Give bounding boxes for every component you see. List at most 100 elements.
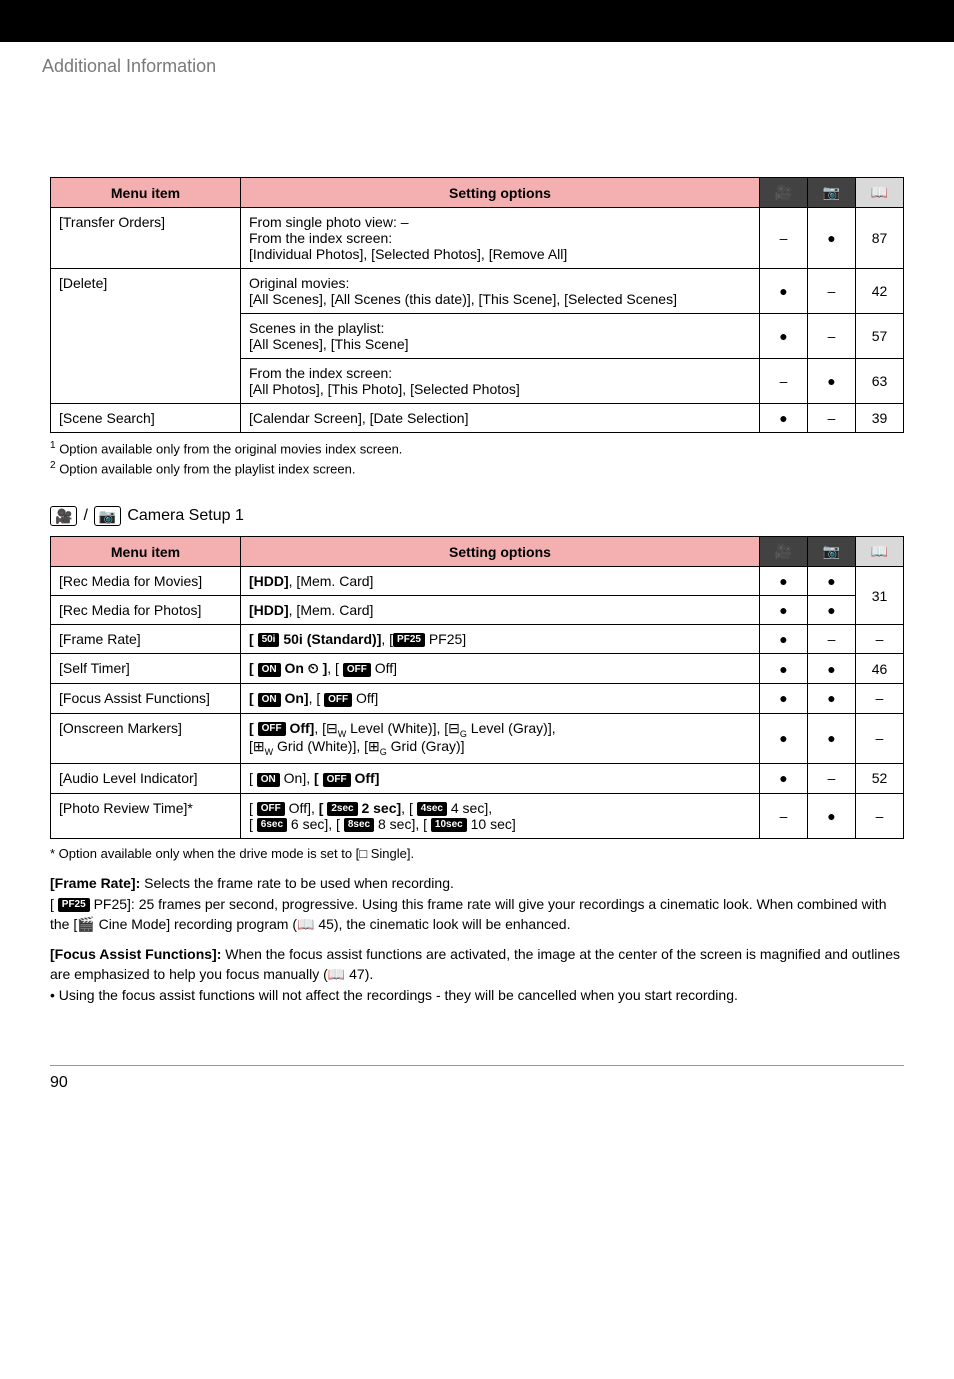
menu-cell: [Focus Assist Functions] bbox=[51, 684, 241, 713]
photo-cell: ● bbox=[808, 713, 856, 764]
menu-cell: [Delete] bbox=[51, 269, 241, 404]
text: On bbox=[281, 660, 308, 676]
badge-10sec: 10sec bbox=[431, 818, 467, 832]
badge-on: ON bbox=[257, 773, 280, 787]
table-row: [Photo Review Time]* [ OFF Off], [ 2sec … bbox=[51, 793, 904, 839]
badge-pf25: PF25 bbox=[393, 633, 425, 647]
page-cell: – bbox=[856, 713, 904, 764]
text: PF25] bbox=[425, 631, 466, 647]
photo-cell: ● bbox=[808, 208, 856, 269]
th-photo-icon: 📷 bbox=[808, 178, 856, 208]
menu-cell: [Frame Rate] bbox=[51, 625, 241, 654]
setting-cell: [ ON On], [ OFF Off] bbox=[241, 684, 760, 713]
setting-cell: [ OFF Off], [ 2sec 2 sec], [ 4sec 4 sec]… bbox=[241, 793, 760, 839]
setting-cell: Original movies: [All Scenes], [All Scen… bbox=[241, 269, 760, 314]
slash: / bbox=[83, 507, 87, 525]
menu-cell: [Scene Search] bbox=[51, 404, 241, 433]
text: Off] bbox=[286, 720, 315, 736]
setting-cell: From single photo view: – From the index… bbox=[241, 208, 760, 269]
badge-6sec: 6sec bbox=[257, 818, 287, 832]
page-number: 90 bbox=[50, 1065, 904, 1092]
text: 8 sec] bbox=[374, 816, 415, 832]
badge-off: OFF bbox=[323, 773, 351, 787]
table-row: [Frame Rate] [ 50i 50i (Standard)], [PF2… bbox=[51, 625, 904, 654]
th-menu: Menu item bbox=[51, 537, 241, 567]
movie-cell: ● bbox=[760, 764, 808, 793]
text: Grid (White)] bbox=[273, 738, 356, 754]
setting-cell: [HDD], [Mem. Card] bbox=[241, 596, 760, 625]
setting-cell: From the index screen: [All Photos], [Th… bbox=[241, 359, 760, 404]
th-page-icon: 📖 bbox=[856, 537, 904, 567]
badge-pf25: PF25 bbox=[58, 898, 90, 912]
menu-cell: [Photo Review Time]* bbox=[51, 793, 241, 839]
menu-cell: [Transfer Orders] bbox=[51, 208, 241, 269]
photo-cell: – bbox=[808, 404, 856, 433]
text: 50i (Standard)] bbox=[279, 631, 381, 647]
th-movie-icon: 🎥 bbox=[760, 178, 808, 208]
text: 6 sec] bbox=[287, 816, 328, 832]
setting-line: Original movies: bbox=[249, 275, 349, 291]
movie-cell: – bbox=[760, 208, 808, 269]
text: Level (White)] bbox=[346, 720, 436, 736]
page-footer: 90 bbox=[50, 1065, 904, 1092]
text: 10 sec] bbox=[467, 816, 516, 832]
para-text: Selects the frame rate to be used when r… bbox=[140, 875, 454, 891]
badge-off: OFF bbox=[343, 663, 371, 677]
text: , [Mem. Card] bbox=[289, 573, 374, 589]
camera-setup-heading: 🎥 / 📷 Camera Setup 1 bbox=[50, 506, 904, 526]
th-photo-icon: 📷 bbox=[808, 537, 856, 567]
footnote-1: 1 Option available only from the origina… bbox=[50, 439, 904, 478]
movie-cell: – bbox=[760, 359, 808, 404]
page-cell: 57 bbox=[856, 314, 904, 359]
badge-2sec: 2sec bbox=[327, 802, 357, 816]
setting-line: [All Scenes], [All Scenes (this date)], … bbox=[249, 291, 677, 307]
text: , [Mem. Card] bbox=[289, 602, 374, 618]
page-cell: 52 bbox=[856, 764, 904, 793]
photo-cell: – bbox=[808, 764, 856, 793]
footnote-text: Option available only from the playlist … bbox=[59, 461, 355, 476]
footnote-text: Option available only from the original … bbox=[59, 441, 402, 456]
badge-8sec: 8sec bbox=[344, 818, 374, 832]
page-cell: – bbox=[856, 684, 904, 713]
setting-cell: [ ON On ⏲ ], [ OFF Off] bbox=[241, 654, 760, 684]
page-cell: 42 bbox=[856, 269, 904, 314]
table-row: [Focus Assist Functions] [ ON On], [ OFF… bbox=[51, 684, 904, 713]
text: 2 sec] bbox=[358, 800, 402, 816]
page-cell: 31 bbox=[856, 567, 904, 625]
table-row: [Scene Search] [Calendar Screen], [Date … bbox=[51, 404, 904, 433]
setting-line: From the index screen: bbox=[249, 365, 392, 381]
menu-cell: [Audio Level Indicator] bbox=[51, 764, 241, 793]
setting-line: Scenes in the playlist: bbox=[249, 320, 384, 336]
text: Off] bbox=[371, 660, 397, 676]
table-row: [Delete] Original movies: [All Scenes], … bbox=[51, 269, 904, 314]
setting-cell: [ OFF Off], [⊟W Level (White)], [⊟G Leve… bbox=[241, 713, 760, 764]
cine-icon: 🎬 bbox=[77, 916, 94, 932]
th-setting: Setting options bbox=[241, 537, 760, 567]
page-cell: 87 bbox=[856, 208, 904, 269]
th-setting: Setting options bbox=[241, 178, 760, 208]
table-row: [Transfer Orders] From single photo view… bbox=[51, 208, 904, 269]
movie-cell: ● bbox=[760, 654, 808, 684]
setting-line: [All Scenes], [This Scene] bbox=[249, 336, 409, 352]
movie-mode-icon: 🎥 bbox=[50, 506, 77, 526]
movie-cell: ● bbox=[760, 567, 808, 596]
photo-cell: ● bbox=[808, 793, 856, 839]
setting-cell: [ ON On], [ OFF Off] bbox=[241, 764, 760, 793]
badge-off: OFF bbox=[258, 722, 286, 736]
photo-cell: – bbox=[808, 269, 856, 314]
photo-cell: – bbox=[808, 625, 856, 654]
menu-cell: [Rec Media for Movies] bbox=[51, 567, 241, 596]
badge-off: OFF bbox=[257, 802, 285, 816]
page-cell: – bbox=[856, 625, 904, 654]
page-cell: 63 bbox=[856, 359, 904, 404]
para-title: [Frame Rate]: bbox=[50, 875, 140, 891]
menu-cell: [Onscreen Markers] bbox=[51, 713, 241, 764]
setting-line: From the index screen: bbox=[249, 230, 392, 246]
para-title: [Focus Assist Functions]: bbox=[50, 946, 221, 962]
text: 4 sec] bbox=[447, 800, 488, 816]
badge-4sec: 4sec bbox=[417, 802, 447, 816]
movie-cell: ● bbox=[760, 684, 808, 713]
photo-cell: – bbox=[808, 314, 856, 359]
movie-cell: – bbox=[760, 793, 808, 839]
setting-cell: [ 50i 50i (Standard)], [PF25 PF25] bbox=[241, 625, 760, 654]
